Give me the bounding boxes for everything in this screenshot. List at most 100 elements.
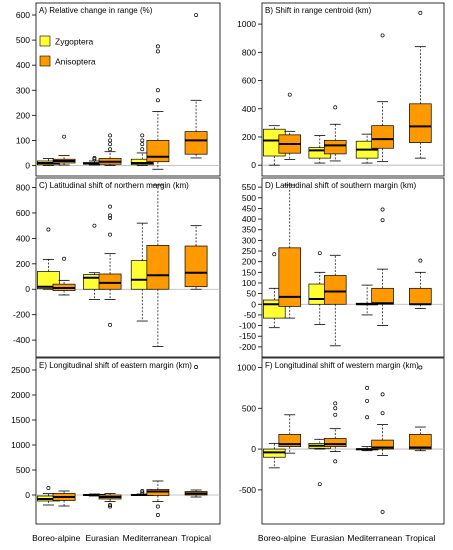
y-tick-label: 200 <box>242 257 256 267</box>
outlier-point <box>108 503 113 507</box>
box-anisoptera-tropical <box>409 258 432 309</box>
y-tick-label: 0 <box>251 444 256 454</box>
panel-b: 0 200 400 600 800 1000 B) Shift in range centr… <box>237 2 445 177</box>
y-tick-label: 0 <box>25 284 30 294</box>
outlier-point <box>155 49 160 54</box>
box-body <box>278 247 302 307</box>
y-tick-label: 200 <box>16 110 30 120</box>
box-body <box>409 103 432 143</box>
y-tick-label: 150 <box>242 267 256 277</box>
panel-frame <box>35 357 221 525</box>
outlier-point <box>108 322 113 327</box>
box-anisoptera-mediterranean <box>146 44 170 170</box>
outlier-point <box>365 385 370 390</box>
box-body <box>323 140 347 155</box>
outlier-point <box>140 147 145 152</box>
box-anisoptera-mediterranean <box>146 480 170 517</box>
outlier-point <box>333 406 338 411</box>
outlier-point <box>365 415 370 420</box>
box-body <box>409 287 432 305</box>
outlier-point <box>62 256 67 261</box>
box-anisoptera-tropical <box>409 10 432 159</box>
y-tick-label: -400 <box>13 335 30 345</box>
y-tick-label: -50 <box>244 310 257 320</box>
box-anisoptera-eurasian <box>98 133 122 166</box>
outlier-point <box>92 156 97 160</box>
outlier-point <box>380 509 385 514</box>
y-tick-label: 1000 <box>237 362 256 372</box>
x-category-label: Eurasian <box>311 533 345 543</box>
box-anisoptera-mediterranean <box>371 33 394 163</box>
y-tick-label: -150 <box>239 331 256 341</box>
panel-title: C) Latitudinal shift of northern margin … <box>39 181 189 190</box>
y-tick-label: 500 <box>242 193 256 203</box>
y-tick-label: 50 <box>247 289 257 299</box>
outlier-point <box>108 147 113 152</box>
legend-label: Anisoptera <box>55 57 96 67</box>
legend-swatch <box>39 35 51 47</box>
y-tick-label: 200 <box>16 259 30 269</box>
y-tick-label: 800 <box>16 183 30 193</box>
legend: Zygoptera Anisoptera <box>39 35 96 67</box>
y-tick-label: 1000 <box>11 440 30 450</box>
y-tick-label: 400 <box>242 214 256 224</box>
outlier-point <box>333 401 338 406</box>
panel-title: E) Longitudinal shift of eastern margin … <box>39 361 192 370</box>
x-category-label: Eurasian <box>85 533 119 543</box>
outlier-point <box>317 482 322 487</box>
panel-frame <box>35 177 221 358</box>
box-body <box>371 439 394 450</box>
box-anisoptera-boreo-alpine <box>52 134 76 166</box>
outlier-point <box>92 157 97 162</box>
box-anisoptera-tropical <box>409 365 432 452</box>
outlier-point <box>365 398 370 403</box>
box-anisoptera-boreo-alpine <box>52 256 76 296</box>
outlier-point <box>380 411 385 416</box>
box-anisoptera-eurasian <box>323 254 347 347</box>
outlier-point <box>140 138 145 143</box>
box-anisoptera-boreo-alpine <box>52 490 76 507</box>
y-tick-label: -200 <box>13 310 30 320</box>
outlier-point <box>194 365 199 369</box>
outlier-point <box>108 204 113 209</box>
box-body <box>146 245 170 290</box>
outlier-point <box>108 232 113 237</box>
y-tick-label: 500 <box>16 465 30 475</box>
y-tick-label: 0 <box>251 299 256 309</box>
outlier-point <box>155 504 160 509</box>
outlier-point <box>46 486 51 490</box>
box-body <box>323 275 347 305</box>
outlier-point <box>155 88 160 93</box>
x-category-label: Mediterranean <box>123 533 178 543</box>
outlier-point <box>108 504 113 509</box>
y-tick-label: 350 <box>242 225 256 235</box>
outlier-point <box>62 134 67 139</box>
outlier-point <box>287 92 292 97</box>
y-tick-label: 100 <box>16 135 30 145</box>
panel-frame <box>261 2 445 177</box>
box-anisoptera-boreo-alpine <box>278 184 302 319</box>
y-tick-label: 300 <box>242 235 256 245</box>
outlier-point <box>140 490 145 495</box>
y-tick-label: 0 <box>25 160 30 170</box>
outlier-point <box>140 489 145 493</box>
outlier-point <box>155 513 160 517</box>
outlier-point <box>317 251 322 256</box>
y-tick-label: -200 <box>239 342 256 352</box>
y-tick-label: 1500 <box>11 415 30 425</box>
panel-frame <box>261 357 445 525</box>
outlier-point <box>333 459 338 464</box>
panel-title: B) Shift in range centroid (km) <box>265 6 372 15</box>
box-anisoptera-eurasian <box>323 401 347 464</box>
box-body <box>409 434 432 450</box>
box-anisoptera-eurasian <box>98 493 122 509</box>
panel-e: 0 500 1000 1500 2000 2500 E) Longitudinal shif… <box>11 357 221 543</box>
panel-f: -500 0 500 1000 F) Longitudinal shift of wes… <box>237 357 445 543</box>
box-anisoptera-tropical <box>184 365 208 498</box>
outlier-point <box>380 218 385 223</box>
outlier-point <box>108 216 113 221</box>
y-tick-label: 500 <box>16 35 30 45</box>
box-body <box>146 140 170 163</box>
y-tick-label: 0 <box>251 160 256 170</box>
